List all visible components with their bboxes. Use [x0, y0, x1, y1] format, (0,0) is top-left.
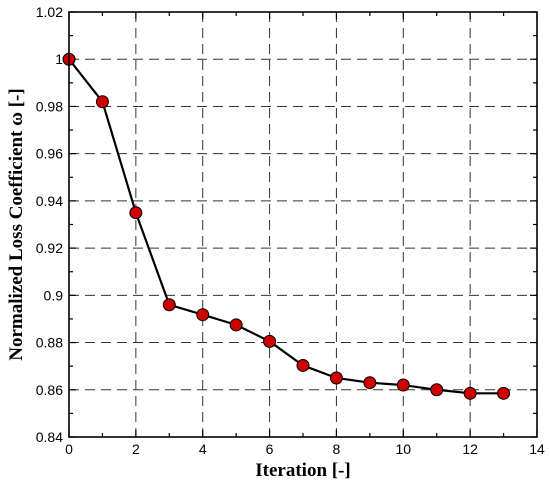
data-point [463, 386, 477, 400]
grid-lines [69, 12, 537, 437]
y-tick-label: 0.92 [36, 240, 63, 256]
data-point [430, 383, 444, 397]
plot-frame [68, 11, 538, 438]
y-tick-label: 0.86 [36, 382, 63, 398]
y-tick-label: 0.9 [44, 287, 64, 303]
x-tick-label: 14 [529, 441, 545, 457]
x-tick-labels: 0 2 4 6 8 10 12 14 [65, 441, 545, 457]
x-tick-label: 0 [65, 441, 73, 457]
y-tick-label: 0.94 [36, 193, 63, 209]
x-tick-label: 10 [395, 441, 411, 457]
data-point [396, 378, 410, 392]
y-tick-labels: 0.84 0.86 0.88 0.9 0.92 0.94 0.96 0.98 1 1.02 [36, 4, 63, 445]
series-group [62, 52, 511, 400]
x-tick-label: 2 [132, 441, 140, 457]
data-point [129, 206, 143, 220]
x-tick-label: 8 [333, 441, 341, 457]
data-point [95, 95, 109, 109]
y-tick-label: 0.96 [36, 146, 63, 162]
data-point [263, 334, 277, 348]
y-tick-label: 1 [55, 51, 63, 67]
data-point [296, 358, 310, 372]
data-point [229, 318, 243, 332]
series-line [68, 58, 504, 395]
y-tick-label: 0.88 [36, 335, 63, 351]
x-axis-title: Iteration [-] [255, 460, 351, 481]
y-tick-label: 0.98 [36, 98, 63, 114]
y-tick-label: 0.84 [36, 429, 63, 445]
data-point [162, 298, 176, 312]
data-point [497, 386, 511, 400]
y-tick-label: 1.02 [36, 4, 63, 20]
data-point [363, 376, 377, 390]
data-point [329, 371, 343, 385]
x-tick-label: 12 [462, 441, 478, 457]
y-axis-title: Normalized Loss Coefficient ω [-] [6, 88, 27, 360]
data-point [196, 308, 210, 322]
x-tick-label: 6 [266, 441, 274, 457]
x-tick-label: 4 [199, 441, 207, 457]
